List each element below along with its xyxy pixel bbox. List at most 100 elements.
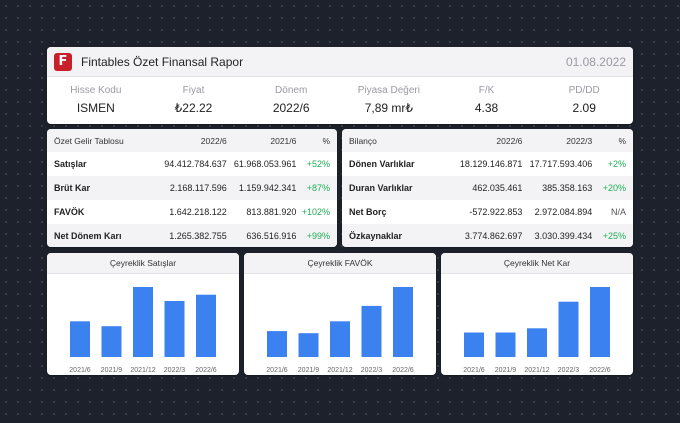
column-header: 2022/6	[496, 135, 523, 146]
row-label: Satışlar	[54, 159, 87, 169]
x-tick-label: 2022/6	[392, 367, 414, 374]
x-tick-label: 2021/6	[69, 367, 91, 374]
column-header: 2021/6	[270, 135, 297, 146]
change-percent: +20%	[602, 183, 626, 193]
report-date: 01.08.2022	[565, 54, 626, 69]
metric-label: PD/DD	[568, 85, 600, 96]
column-header: Özet Gelir Tablosu	[54, 135, 124, 146]
bar-2022-3	[164, 301, 185, 357]
column-header: %	[322, 135, 330, 146]
table-row: Dönen Varlıklar 18.129.146.871 17.717.59…	[342, 152, 633, 176]
cell-value: 18.129.146.871	[459, 159, 523, 169]
row-label: Duran Varlıklar	[349, 183, 413, 193]
bar-2022-3	[361, 305, 382, 357]
row-label: Net Borç	[349, 207, 387, 217]
bar-2021-6	[267, 331, 287, 357]
metric-pb: PD/DD 2.09	[535, 77, 633, 123]
cell-value: 462.035.461	[472, 183, 523, 193]
cell-value: 2.168.117.596	[169, 183, 227, 193]
change-percent: +102%	[301, 207, 330, 217]
bar-2022-6	[393, 287, 413, 357]
cell-value: 94.412.784.637	[164, 159, 227, 169]
column-header: %	[618, 135, 626, 146]
change-percent: +25%	[602, 231, 626, 241]
table-row: Duran Varlıklar 462.035.461 385.358.163 …	[342, 176, 633, 200]
x-tick-label: 2021/9	[101, 367, 123, 374]
metric-period: Dönem 2022/6	[242, 77, 340, 123]
table-row: Brüt Kar 2.168.117.596 1.159.942.341 +87…	[47, 176, 337, 200]
metric-value: 4.38	[474, 101, 499, 115]
income-statement-card: Özet Gelir Tablosu 2022/6 2021/6 % Satış…	[47, 129, 337, 247]
change-percent: +2%	[607, 159, 626, 169]
cell-value: 3.774.862.697	[464, 231, 523, 241]
chart-title: Çeyreklik Satışlar	[47, 253, 239, 274]
cell-value: 2.972.084.894	[534, 207, 593, 217]
header-bar: F Fintables Özet Finansal Rapor 01.08.20…	[47, 47, 633, 77]
bar-2021-6	[464, 332, 484, 357]
x-tick-label: 2021/9	[298, 367, 320, 374]
fintables-logo-icon: F	[54, 52, 72, 71]
x-tick-label: 2022/3	[164, 367, 186, 374]
metric-label: Piyasa Değeri	[357, 85, 420, 96]
table-header-row: Bilanço 2022/6 2022/3 %	[342, 129, 633, 152]
column-header: 2022/3	[566, 135, 593, 146]
table-row: FAVÖK 1.642.218.122 813.881.920 +102%	[47, 200, 337, 224]
cell-value: 1.642.218.122	[169, 207, 227, 217]
cell-value: 17.717.593.406	[529, 159, 593, 169]
bar-2021-12	[133, 287, 153, 357]
bar-2022-3	[558, 301, 579, 357]
metric-value: 2.09	[572, 101, 596, 115]
x-tick-label: 2021/12	[327, 367, 352, 374]
metric-label: Hisse Kodu	[70, 85, 122, 96]
table-row: Satışlar 94.412.784.637 61.968.053.961 +…	[47, 152, 337, 176]
row-label: Net Dönem Karı	[54, 231, 122, 241]
x-tick-label: 2021/6	[266, 367, 288, 374]
table-row: Net Borç -572.922.853 2.972.084.894 N/A	[342, 200, 633, 224]
metric-value: ISMEN	[76, 101, 115, 115]
change-percent: +99%	[306, 231, 330, 241]
column-header: Bilanço	[349, 135, 377, 146]
cell-value: 1.265.382.755	[169, 231, 227, 241]
bar-2021-6	[70, 321, 90, 357]
x-tick-label: 2022/3	[558, 367, 580, 374]
metric-ticker: Hisse Kodu ISMEN	[47, 77, 145, 123]
metric-value: 2022/6	[272, 101, 310, 115]
metric-label: F/K	[478, 85, 495, 96]
summary-header-card: F Fintables Özet Finansal Rapor 01.08.20…	[47, 47, 633, 124]
bar-2021-9	[101, 326, 122, 357]
bar-2022-6	[590, 287, 610, 357]
cell-value: -572.922.853	[469, 207, 523, 217]
balance-sheet-card: Bilanço 2022/6 2022/3 % Dönen Varlıklar …	[342, 129, 633, 247]
metric-pe: F/K 4.38	[438, 77, 536, 123]
metric-label: Dönem	[275, 85, 308, 96]
change-percent: N/A	[610, 207, 626, 217]
cell-value: 1.159.942.341	[238, 183, 297, 193]
chart-title: Çeyreklik Net Kar	[441, 253, 633, 274]
cell-value: 813.881.920	[246, 207, 297, 217]
cell-value: 3.030.399.434	[534, 231, 593, 241]
balance-table: Bilanço 2022/6 2022/3 % Dönen Varlıklar …	[342, 129, 633, 247]
bar-2021-9	[495, 332, 516, 357]
quarterly-ebitda-chart-card: Çeyreklik FAVÖK 2021/6 2021/9 2021/12 2022/…	[244, 253, 436, 375]
row-label: Özkaynaklar	[349, 231, 403, 241]
table-header-row: Özet Gelir Tablosu 2022/6 2021/6 %	[47, 129, 337, 152]
cell-value: 385.358.163	[542, 183, 593, 193]
bar-2021-9	[298, 333, 319, 357]
row-label: FAVÖK	[54, 207, 85, 217]
x-tick-label: 2022/6	[195, 367, 217, 374]
metric-value: 7,89 mr₺	[364, 101, 414, 115]
metric-price: Fiyat ₺22.22	[145, 77, 243, 123]
quarterly-sales-chart-card: Çeyreklik Satışlar 2021/6 2021/9 2021/12 20…	[47, 253, 239, 375]
metric-value: ₺22.22	[174, 101, 213, 115]
quarterly-net-profit-chart-card: Çeyreklik Net Kar 2021/6 2021/9 2021/12 202…	[441, 253, 633, 375]
quarterly-net-profit-chart: 2021/6 2021/9 2021/12 2022/3 2022/6	[463, 287, 611, 374]
change-percent: +52%	[306, 159, 330, 169]
quarterly-ebitda-chart: 2021/6 2021/9 2021/12 2022/3 2022/6	[266, 287, 414, 374]
x-tick-label: 2021/6	[463, 367, 485, 374]
x-tick-label: 2021/12	[524, 367, 549, 374]
column-header: 2022/6	[200, 135, 227, 146]
cell-value: 636.516.916	[246, 231, 297, 241]
bar-2022-6	[196, 294, 216, 357]
metrics-row: Hisse Kodu ISMEN Fiyat ₺22.22 Dönem 2022…	[47, 77, 633, 123]
table-row: Özkaynaklar 3.774.862.697 3.030.399.434 …	[342, 224, 633, 247]
